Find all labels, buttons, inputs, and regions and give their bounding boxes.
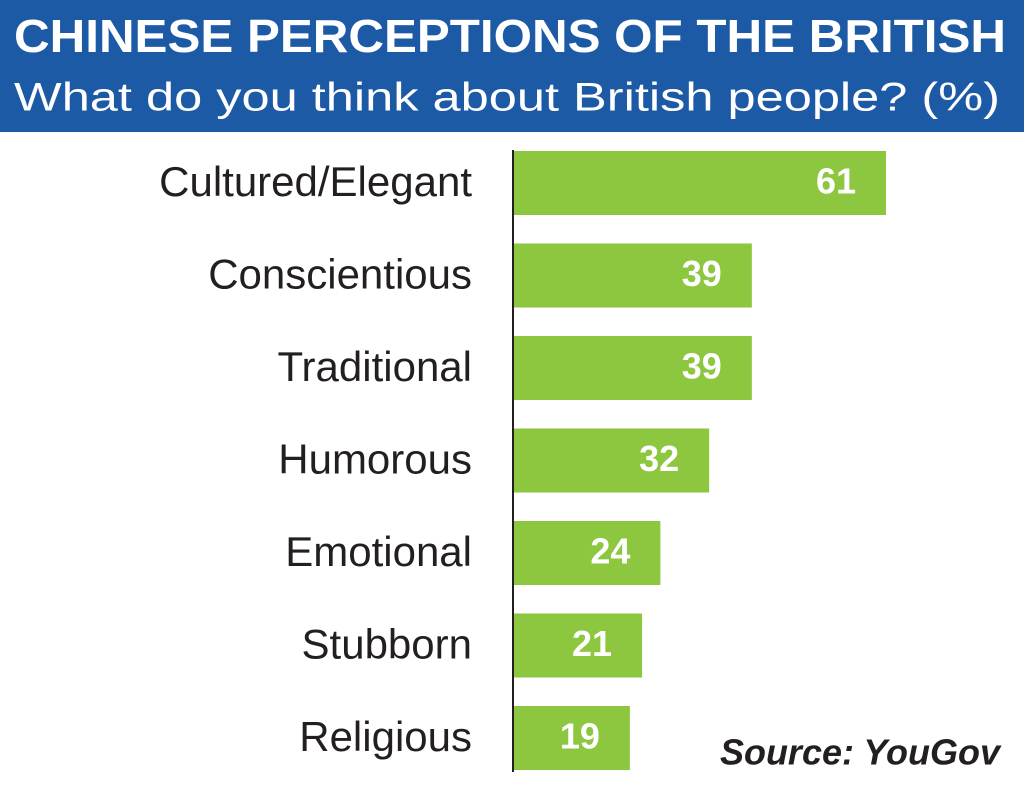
bar bbox=[514, 151, 886, 215]
category-label: Religious bbox=[299, 713, 472, 760]
value-label: 21 bbox=[572, 623, 612, 664]
bar bbox=[514, 336, 752, 400]
category-label: Traditional bbox=[277, 343, 472, 390]
value-label: 24 bbox=[590, 531, 630, 572]
category-label: Conscientious bbox=[208, 251, 472, 298]
chart-subtitle: What do you think about British people? … bbox=[14, 76, 1000, 120]
bar bbox=[514, 243, 752, 308]
bar bbox=[514, 613, 643, 678]
category-label: Humorous bbox=[278, 436, 472, 483]
value-label: 39 bbox=[682, 346, 722, 387]
value-label: 19 bbox=[560, 716, 600, 757]
value-label: 61 bbox=[816, 161, 856, 202]
bar bbox=[514, 428, 710, 493]
category-label: Cultured/Elegant bbox=[159, 158, 472, 205]
bar bbox=[514, 706, 630, 770]
chart-title: CHINESE PERCEPTIONS OF THE BRITISH bbox=[14, 10, 1006, 62]
header-band bbox=[0, 0, 1024, 132]
source: Source: YouGov bbox=[720, 732, 1002, 773]
value-label: 32 bbox=[639, 438, 679, 479]
category-label: Emotional bbox=[285, 528, 472, 575]
value-label: 39 bbox=[682, 253, 722, 294]
category-label: Stubborn bbox=[302, 621, 472, 668]
bar bbox=[514, 521, 661, 585]
